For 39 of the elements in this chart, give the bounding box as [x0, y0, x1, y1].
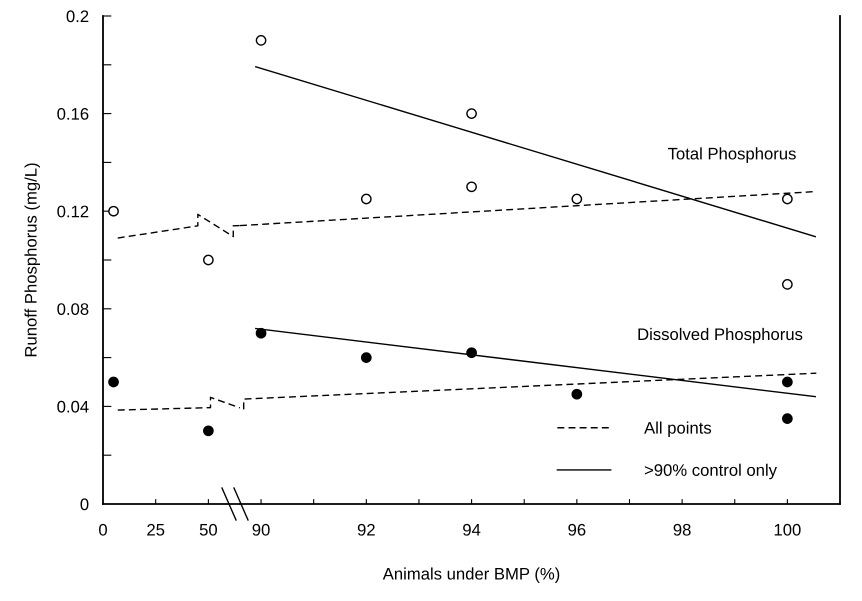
point: [256, 328, 266, 339]
point: [466, 347, 477, 358]
y-axis-title: Runoff Phosphorus (mg/L): [24, 163, 40, 356]
x-tick-label: 92: [358, 524, 375, 536]
point: [466, 108, 477, 119]
point: [466, 181, 477, 192]
point: [108, 206, 119, 217]
x-tick-label: 96: [568, 524, 586, 536]
point: [782, 194, 793, 204]
y-tick-label: 0.2: [66, 10, 88, 22]
point: [203, 254, 214, 266]
point: [108, 376, 119, 388]
x-tick-label: 100: [774, 524, 801, 536]
point: [782, 279, 793, 290]
x-tick-label: 50: [200, 524, 218, 536]
point: [256, 35, 266, 46]
point: [782, 376, 793, 388]
x-tick-label: 25: [147, 524, 164, 536]
annotation: Total Phosphorus: [668, 147, 796, 163]
x-tick-label: 0: [99, 524, 107, 536]
x-tick-label: 98: [674, 524, 691, 536]
point: [360, 194, 372, 204]
y-tick-label: 0.12: [57, 206, 88, 218]
legend-label: >90% control only: [644, 464, 777, 480]
legend-label: All points: [644, 422, 712, 438]
y-tick-label: 0: [80, 498, 88, 510]
point: [203, 425, 214, 436]
point: [571, 388, 582, 400]
x-tick-label: 90: [252, 524, 270, 536]
x-axis-title: Animals under BMP (%): [382, 567, 560, 583]
y-tick-label: 0.04: [57, 400, 89, 413]
y-tick-label: 0.08: [57, 303, 88, 316]
line-series: [117, 396, 240, 411]
point: [360, 352, 372, 363]
point: [782, 413, 793, 424]
y-tick-label: 0.16: [57, 108, 88, 120]
annotation: Dissolved Phosphorus: [638, 328, 802, 344]
point: [571, 194, 582, 204]
x-tick-label: 94: [463, 524, 480, 536]
